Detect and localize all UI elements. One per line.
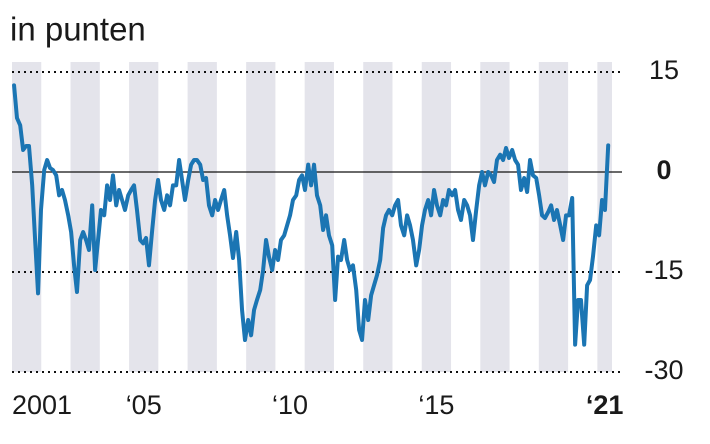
y-tick-label: -30: [644, 355, 683, 385]
data-line: [12, 83, 611, 347]
x-tick-label: ‘10: [272, 390, 308, 420]
x-tick-label: ‘15: [418, 390, 454, 420]
y-tick-label: 15: [649, 55, 679, 85]
y-tick-label: 0: [656, 155, 671, 185]
year-band: [597, 62, 612, 372]
x-tick-label: ‘05: [126, 390, 162, 420]
year-band: [363, 62, 393, 372]
year-band: [70, 62, 100, 372]
chart-title: in punten: [10, 11, 146, 48]
x-tick-label: ‘21: [586, 390, 624, 420]
year-band: [421, 62, 452, 372]
x-tick-label: 2001: [12, 390, 72, 420]
year-band: [480, 62, 510, 372]
year-band: [304, 62, 334, 372]
y-tick-label: -15: [644, 255, 683, 285]
